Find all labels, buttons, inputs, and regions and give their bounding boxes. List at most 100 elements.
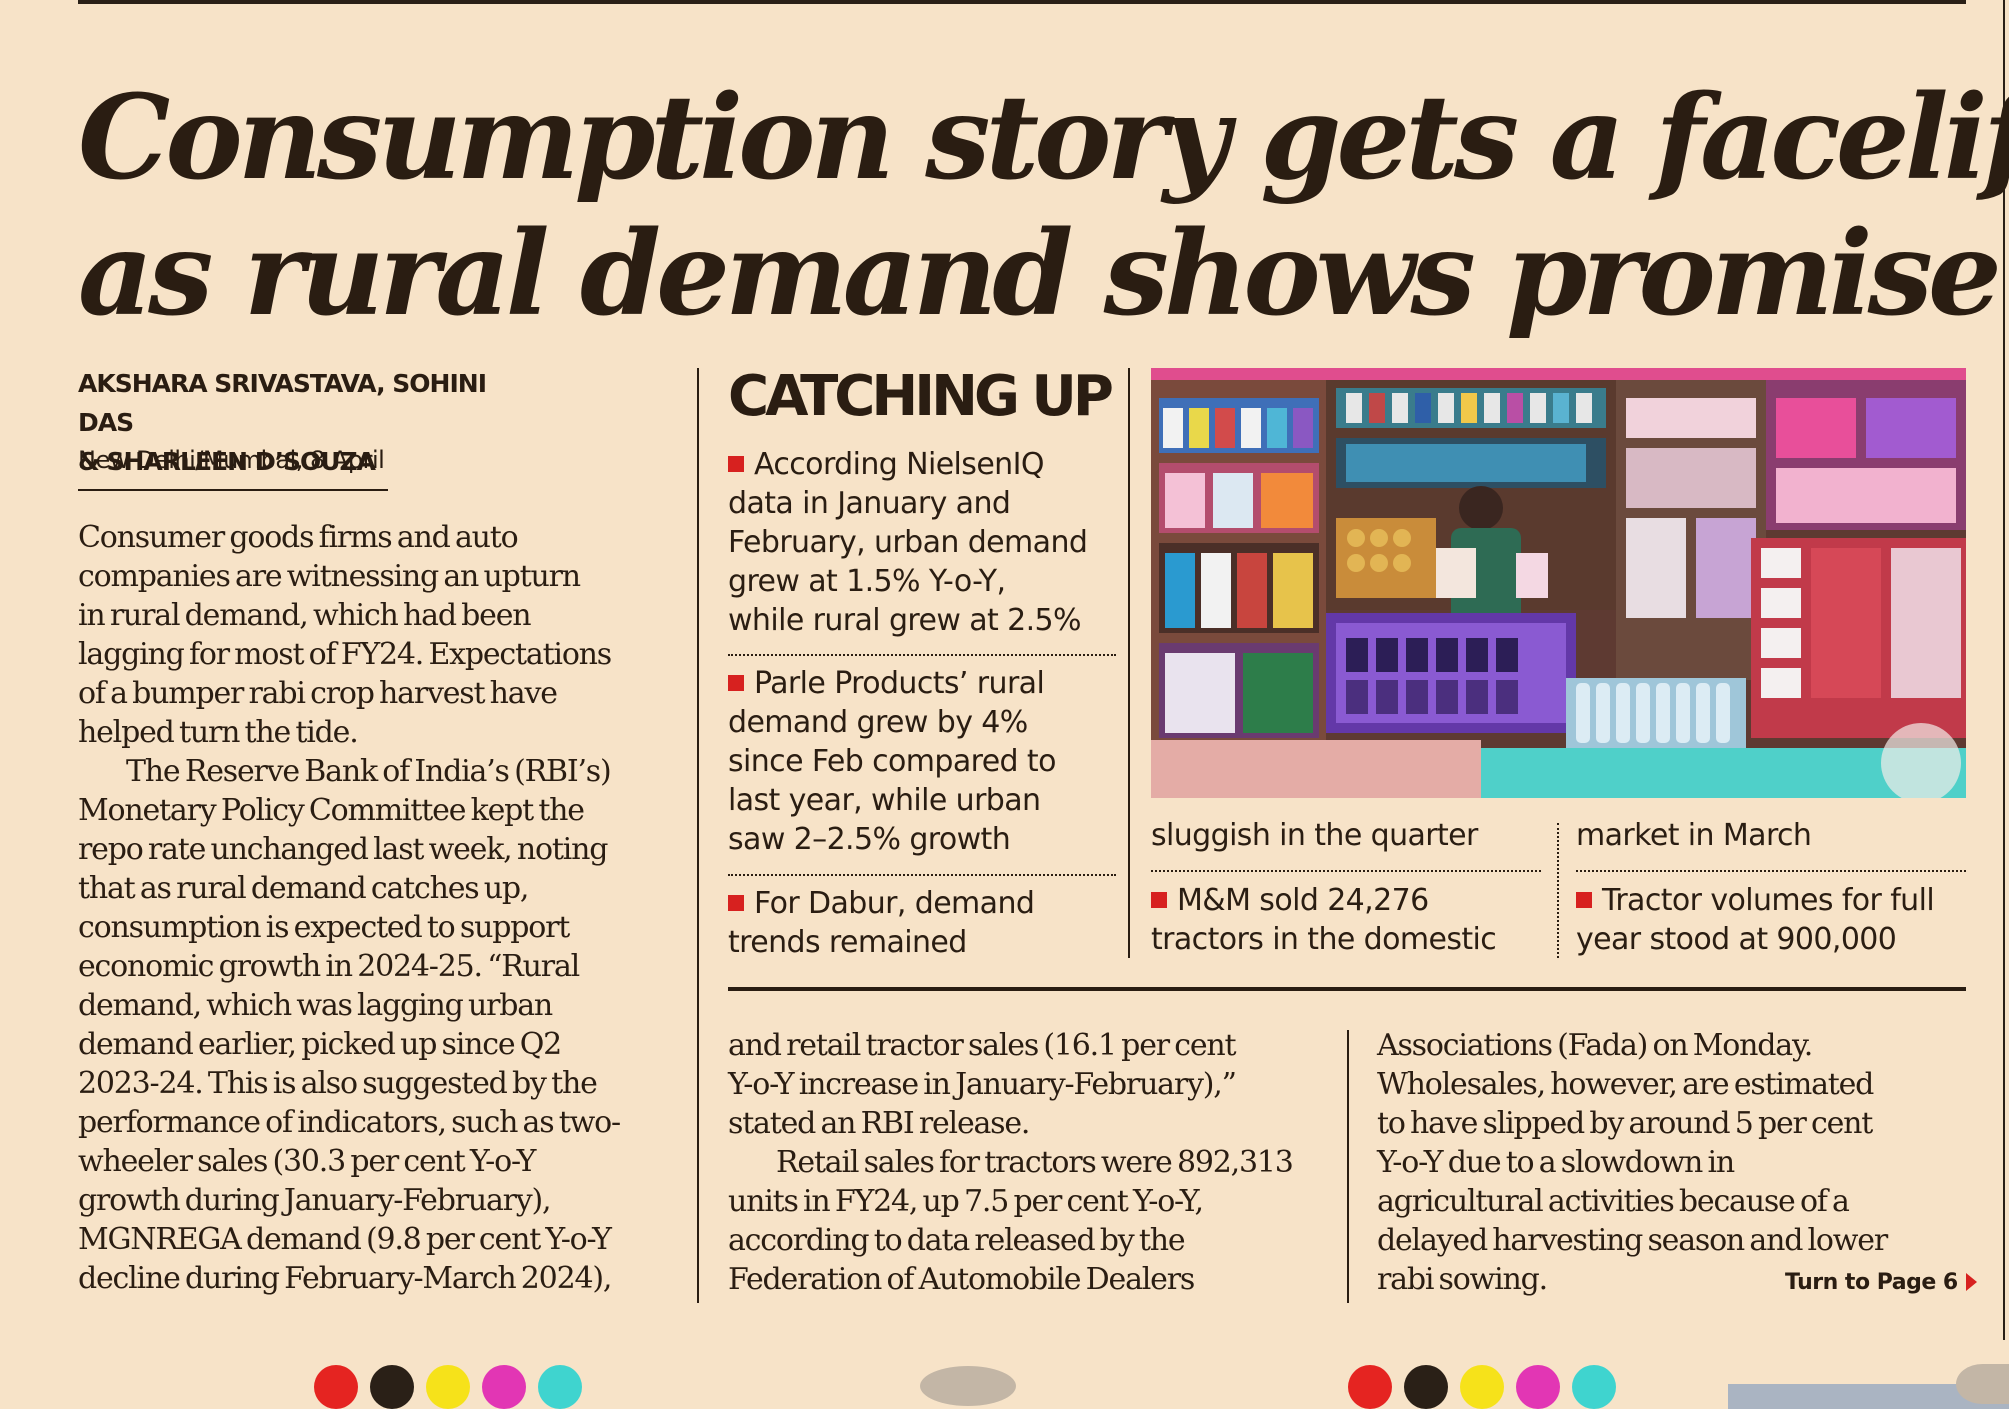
registration-dot-yellow (426, 1365, 470, 1409)
text-line: rabi sowing. (1377, 1262, 1548, 1297)
headline-line-1: Consumption story gets a facelift (78, 70, 2009, 206)
red-bullet-square (728, 895, 744, 911)
text-line: in rural demand, which had been (78, 598, 532, 633)
text-line: according to data released by the (728, 1223, 1186, 1258)
text-line: demand, which was lagging urban (78, 988, 553, 1023)
text-line: Y-o-Y due to a slowdown in (1377, 1145, 1735, 1180)
dotted-separator (728, 654, 1116, 656)
registration-dot-black (370, 1365, 414, 1409)
dotted-column-divider (1557, 823, 1559, 958)
text-line: consumption is expected to support (78, 910, 570, 945)
bullet-text: trends remained (728, 925, 967, 960)
article-column-2: and retail tractor sales (16.1 per cent … (728, 1026, 1294, 1299)
sidebar-bullet-tractor-volumes: Tractor volumes for full year stood at 9… (1576, 881, 1935, 959)
column-divider (1347, 1030, 1349, 1303)
bullet-text: sluggish in the quarter (1151, 818, 1478, 853)
registration-dot-cyan (1572, 1365, 1616, 1409)
play-arrow-icon (1965, 1273, 1977, 1291)
text-line: economic growth in 2024-25. “Rural (78, 949, 580, 984)
red-bullet-square (728, 456, 744, 472)
text-line: Retail sales for tractors were 892,313 (776, 1145, 1294, 1180)
bullet-text: grew at 1.5% Y-o-Y, (728, 564, 1006, 599)
dotted-separator (1151, 870, 1541, 872)
registration-dot-cyan (538, 1365, 582, 1409)
sidebar-bullet-nielseniq: According NielsenIQ data in January and … (728, 445, 1088, 640)
text-line: growth during January-February), (78, 1183, 552, 1218)
dotted-separator (1576, 870, 1966, 872)
bullet-text: while rural grew at 2.5% (728, 603, 1082, 638)
column-divider (1128, 368, 1130, 958)
text-line: decline during February-March 2024), (78, 1261, 612, 1296)
text-line: wheeler sales (30.3 per cent Y-o-Y (78, 1144, 536, 1179)
dateline-rule (78, 489, 388, 491)
dotted-separator (728, 874, 1116, 876)
text-line: MGNREGA demand (9.8 per cent Y-o-Y (78, 1222, 612, 1257)
bullet-text: tractors in the domestic (1151, 922, 1497, 957)
byline-authors-2: & SHARLEEN D’SOUZA (78, 447, 376, 476)
bullet-text: According NielsenIQ (754, 447, 1044, 482)
text-line: units in FY24, up 7.5 per cent Y-o-Y, (728, 1184, 1204, 1219)
dateline: New Delhi/Mumbai, 8 April (78, 446, 385, 474)
sidebar-bullet-mm: M&M sold 24,276 tractors in the domestic (1151, 881, 1497, 959)
red-bullet-square (728, 675, 744, 691)
text-line: performance of indicators, such as two- (78, 1105, 621, 1140)
article-column-1: Consumer goods firms and auto companies … (78, 518, 621, 1298)
bullet-text: saw 2–2.5% growth (728, 822, 1011, 857)
sidebar-bottom-rule (728, 987, 1966, 991)
byline-authors-1: AKSHARA SRIVASTAVA, SOHINI DAS (78, 369, 487, 437)
text-line: stated an RBI release. (728, 1106, 1030, 1141)
bullet-text: February, urban demand (728, 525, 1088, 560)
article-column-3: Associations (Fada) on Monday. Wholesale… (1377, 1026, 1888, 1299)
byline: AKSHARA SRIVASTAVA, SOHINI DAS & SHARLEE… (78, 364, 518, 481)
registration-oval (1956, 1364, 2009, 1404)
text-line: repo rate unchanged last week, noting (78, 832, 608, 867)
text-line: delayed harvesting season and lower (1377, 1223, 1888, 1258)
registration-dot-red (1348, 1365, 1392, 1409)
registration-dot-black (1404, 1365, 1448, 1409)
text-line: Monetary Policy Committee kept the (78, 793, 585, 828)
bullet-text: last year, while urban (728, 783, 1041, 818)
column-divider (697, 368, 699, 1303)
text-line: Y-o-Y increase in January-February),” (728, 1067, 1237, 1102)
text-line: helped turn the tide. (78, 715, 359, 750)
top-rule (78, 0, 1966, 4)
text-line: companies are witnessing an upturn (78, 559, 581, 594)
text-line: Consumer goods firms and auto (78, 520, 519, 555)
text-line: that as rural demand catches up, (78, 871, 529, 906)
bullet-text: Tractor volumes for full (1602, 883, 1935, 918)
registration-oval (920, 1366, 1016, 1406)
registration-dot-magenta (1516, 1365, 1560, 1409)
bullet-text: Parle Products’ rural (754, 666, 1045, 701)
text-line: The Reserve Bank of India’s (RBI’s) (126, 754, 612, 789)
text-line: to have slipped by around 5 per cent (1377, 1106, 1873, 1141)
registration-dot-red (314, 1365, 358, 1409)
bullet-text: demand grew by 4% (728, 705, 1028, 740)
sidebar-bullet-parle: Parle Products’ rural demand grew by 4% … (728, 664, 1056, 859)
bullet-text: year stood at 900,000 (1576, 922, 1897, 957)
sidebar-bullet-dabur: For Dabur, demand trends remained (728, 884, 1035, 962)
bullet-text: data in January and (728, 486, 1011, 521)
text-line: Federation of Automobile Dealers (728, 1262, 1195, 1297)
red-bullet-square (1576, 892, 1592, 908)
bullet-text: since Feb compared to (728, 744, 1056, 779)
kirana-shop-photo (1151, 368, 1966, 798)
sidebar-bullet-mm-continued: market in March (1576, 816, 1812, 855)
text-line: and retail tractor sales (16.1 per cent (728, 1028, 1237, 1063)
sidebar-title: CATCHING UP (728, 364, 1114, 429)
headline-line-2: as rural demand shows promise (78, 206, 2002, 342)
headline: Consumption story gets a facelift as rur… (78, 70, 2009, 342)
sidebar-bullet-dabur-continued: sluggish in the quarter (1151, 816, 1478, 855)
jump-line-text: Turn to Page 6 (1785, 1270, 1958, 1295)
text-line: Associations (Fada) on Monday. (1377, 1028, 1813, 1063)
bullet-text: For Dabur, demand (754, 886, 1035, 921)
shopkeeper-photo-illustration (1151, 368, 1966, 798)
text-line: lagging for most of FY24. Expectations (78, 637, 612, 672)
text-line: agricultural activities because of a (1377, 1184, 1850, 1219)
registration-dot-magenta (482, 1365, 526, 1409)
registration-dot-yellow (1460, 1365, 1504, 1409)
red-bullet-square (1151, 892, 1167, 908)
text-line: of a bumper rabi crop harvest have (78, 676, 558, 711)
jump-line[interactable]: Turn to Page 6 (1785, 1270, 1977, 1295)
text-line: Wholesales, however, are estimated (1377, 1067, 1874, 1102)
